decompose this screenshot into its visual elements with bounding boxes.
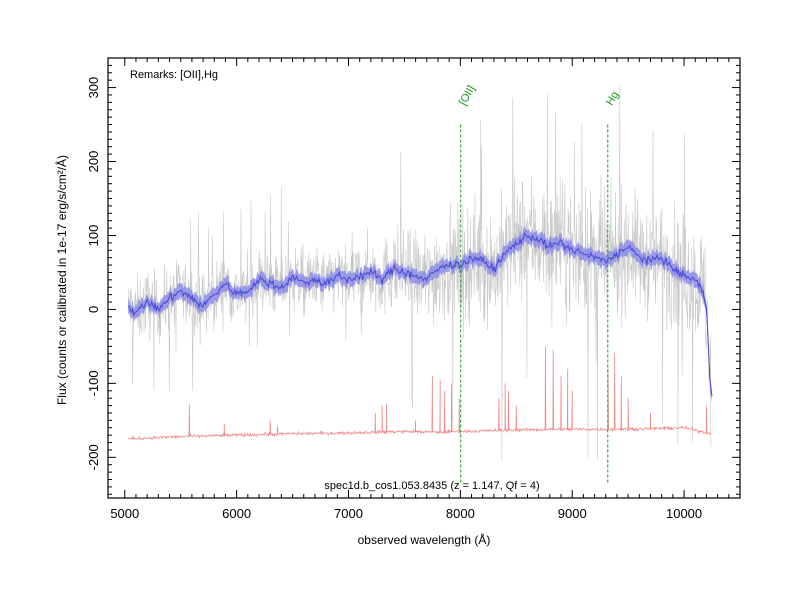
sky-spectrum-layer (128, 346, 712, 441)
x-axis-label: observed wavelength (Å) (358, 532, 491, 547)
smoothed-flux-band-layer (127, 225, 713, 403)
x-tick-label: 5000 (110, 506, 139, 521)
x-tick-label: 10000 (666, 506, 702, 521)
y-tick-label: 100 (86, 225, 101, 247)
x-tick-label: 9000 (558, 506, 587, 521)
spectrum-caption: spec1d.b_cos1.053.8435 (z = 1.147, Qf = … (324, 480, 539, 492)
y-tick-label: 300 (86, 77, 101, 99)
axis-ticks (108, 57, 741, 498)
y-tick-label: -200 (86, 444, 101, 470)
sky-spectrum-line (128, 346, 712, 441)
x-tick-label: 6000 (222, 506, 251, 521)
y-tick-label: -100 (86, 370, 101, 396)
plot-frame (107, 57, 741, 499)
x-tick-labels: 5000 6000 7000 8000 9000 10000 (110, 506, 702, 521)
smoothed-flux-line (127, 232, 713, 397)
x-tick-label: 7000 (334, 506, 363, 521)
y-axis-label: Flux (counts or calibrated in 1e-17 erg/… (54, 155, 69, 405)
x-tick-label: 8000 (446, 506, 475, 521)
remarks-annotation: Remarks: [OII],Hg (130, 69, 218, 81)
y-tick-labels: -200 -100 0 100 200 300 (86, 77, 101, 471)
y-tick-label: 200 (86, 151, 101, 173)
y-tick-label: 0 (86, 306, 101, 313)
